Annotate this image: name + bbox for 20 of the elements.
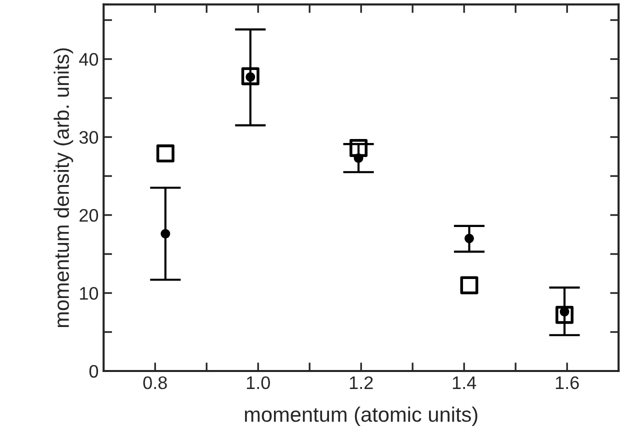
- x-tick-label: 1.4: [452, 376, 476, 389]
- x-axis-title: momentum (atomic units): [244, 406, 478, 426]
- y-tick-label: 10: [80, 286, 98, 300]
- point: [464, 234, 474, 244]
- point: [350, 138, 368, 157]
- x-tick-label: 0.8: [143, 376, 167, 390]
- point: [241, 67, 260, 86]
- point: [354, 153, 364, 163]
- y-tick-label: 40: [79, 52, 98, 66]
- x-tick-label: 1.0: [246, 376, 270, 390]
- y-tick-label: 20: [80, 208, 98, 222]
- y-tick-label: 0: [89, 364, 98, 378]
- point: [160, 229, 170, 238]
- y-tick-label: 30: [79, 130, 98, 144]
- point: [460, 276, 478, 294]
- point: [156, 144, 174, 162]
- y-axis-title: momentum density (arb. units): [54, 48, 74, 328]
- point: [556, 306, 574, 324]
- x-tick-label: 1.6: [556, 376, 579, 390]
- x-tick-label: 1.2: [350, 376, 373, 389]
